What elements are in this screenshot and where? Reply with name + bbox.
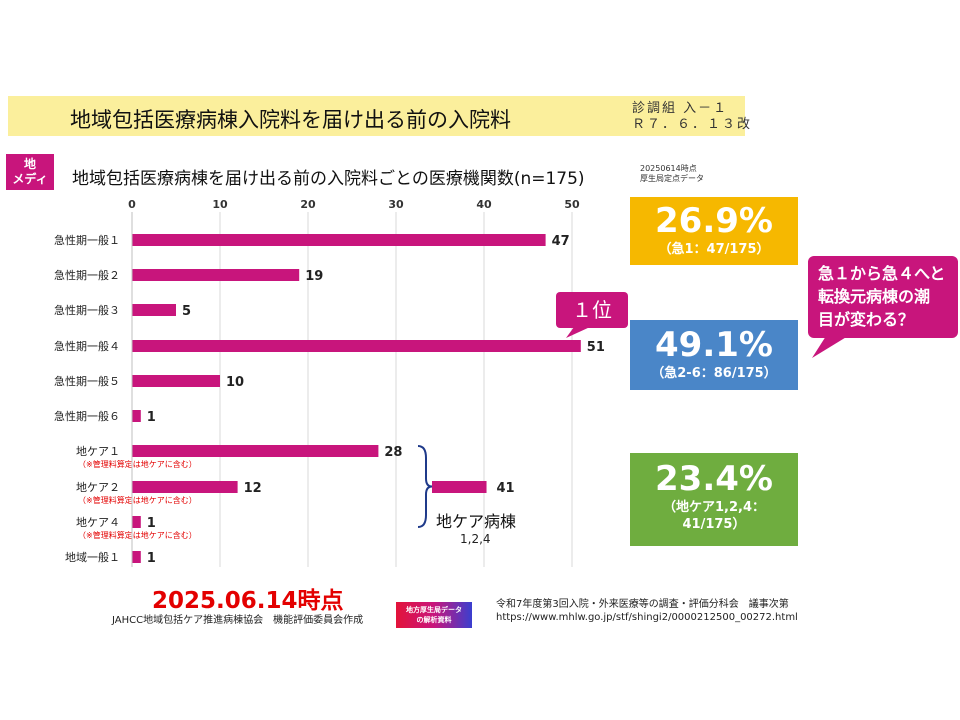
date-note-line-2: 厚生局定点データ (640, 174, 704, 183)
x-tick-label: 50 (564, 198, 580, 211)
page-title: 地域包括医療病棟入院料を届け出る前の入院料 (70, 108, 511, 132)
snapshot-date: 2025.06.14時点 (152, 588, 344, 614)
revision-line-1: 診調組 入－１ (632, 101, 729, 116)
acute2-6-detail: （急2-6：86/175） (651, 366, 777, 381)
badge-line-1: 地 (23, 157, 36, 171)
acute2-6-stat-box: 49.1% （急2-6：86/175） (630, 320, 798, 390)
category-label: 地ケア１ (76, 445, 120, 458)
speech-line-1: 急１から急４へと (818, 264, 946, 283)
rank-callout: １位 (556, 292, 628, 328)
data-label: 1 (147, 551, 156, 566)
summary-data-label: 41 (497, 481, 515, 496)
data-label: 12 (244, 481, 262, 496)
speech-line-2: 転換元病棟の潮 (818, 287, 931, 306)
data-label: 47 (552, 234, 570, 249)
data-label: 19 (305, 269, 323, 284)
bar (132, 234, 546, 246)
speech-bubble-tail (812, 336, 848, 358)
category-note: （※管理料算定は地ケアに含む） (78, 459, 197, 469)
category-label: 地ケア４ (76, 516, 120, 529)
x-tick-label: 40 (476, 198, 492, 211)
date-note-line-1: 20250614時点 (640, 164, 697, 173)
chiken-detail-1: （地ケア1,2,4： (662, 500, 765, 515)
source-note: 令和7年度第3回入院・外来医療等の調査・評価分科会 議事次第 https://w… (496, 598, 798, 624)
acute1-percent: 26.9% (655, 201, 773, 241)
bar (132, 375, 220, 387)
category-label: 急性期一般２ (54, 268, 120, 282)
category-label: 地ケア２ (76, 481, 120, 494)
logo-line-1: 地方厚生局データ (406, 606, 462, 614)
x-tick-label: 0 (128, 198, 136, 211)
bar (132, 304, 176, 316)
bar (132, 481, 238, 493)
bar (132, 551, 141, 563)
category-label: 地域一般１ (65, 551, 120, 564)
rank-callout-pointer (566, 327, 590, 338)
speech-bubble: 急１から急４へと 転換元病棟の潮 目が変わる？ (808, 256, 958, 338)
summary-bar-label: 地ケア病棟 (436, 512, 517, 531)
chart-title: 地域包括医療病棟を届け出る前の入院料ごとの医療機関数(n=175) (72, 169, 585, 189)
summary-bar-sublabel: 1,2,4 (460, 532, 491, 546)
category-label: 急性期一般６ (54, 409, 120, 423)
chiken-percent: 23.4% (655, 459, 773, 499)
bar (132, 340, 581, 352)
source-line-2: https://www.mhlw.go.jp/stf/shingi2/00002… (496, 612, 798, 623)
data-label: 1 (147, 516, 156, 531)
data-date-note: 20250614時点 厚生局定点データ (640, 164, 704, 184)
category-label: 急性期一般４ (54, 339, 120, 353)
x-tick-label: 30 (388, 198, 404, 211)
category-note: （※管理料算定は地ケアに含む） (78, 495, 197, 505)
x-tick-label: 20 (300, 198, 316, 211)
bar (132, 445, 379, 457)
author-org: JAHCC地域包括ケア推進病棟協会 機能評価委員会作成 (112, 615, 364, 626)
data-label: 5 (182, 304, 191, 319)
category-label: 急性期一般３ (54, 303, 120, 317)
category-label: 急性期一般１ (54, 233, 120, 247)
acute1-stat-box: 26.9% （急1：47/175） (630, 197, 798, 265)
category-note: （※管理料算定は地ケアに含む） (78, 530, 197, 540)
category-badge: 地 メディ (6, 154, 54, 190)
bar (132, 410, 141, 422)
chiken-detail-2: 41/175） (682, 517, 746, 532)
acute1-detail: （急1：47/175） (658, 242, 770, 257)
bar (132, 269, 300, 281)
bar (132, 516, 141, 528)
speech-line-3: 目が変わる？ (818, 310, 915, 329)
x-tick-label: 10 (212, 198, 228, 211)
revision-box: 診調組 入－１ Ｒ７．６．１３改 (632, 101, 752, 133)
badge-line-2: メディ (12, 172, 48, 186)
title-bar: 地域包括医療病棟入院料を届け出る前の入院料 (8, 96, 745, 136)
data-label: 28 (384, 445, 402, 460)
analysis-logo: 地方厚生局データ の解析資料 (396, 602, 472, 628)
chiken-stat-box: 23.4% （地ケア1,2,4： 41/175） (630, 453, 798, 546)
data-label: 10 (226, 375, 244, 390)
logo-line-2: の解析資料 (416, 616, 452, 624)
revision-line-2: Ｒ７．６．１３改 (632, 117, 753, 132)
data-label: 51 (587, 340, 605, 355)
group-bracket (417, 445, 433, 528)
source-line-1: 令和7年度第3回入院・外来医療等の調査・評価分科会 議事次第 (496, 599, 789, 610)
data-label: 1 (147, 410, 156, 425)
category-label: 急性期一般５ (54, 374, 120, 388)
acute2-6-percent: 49.1% (655, 325, 773, 365)
summary-bar (432, 481, 487, 493)
